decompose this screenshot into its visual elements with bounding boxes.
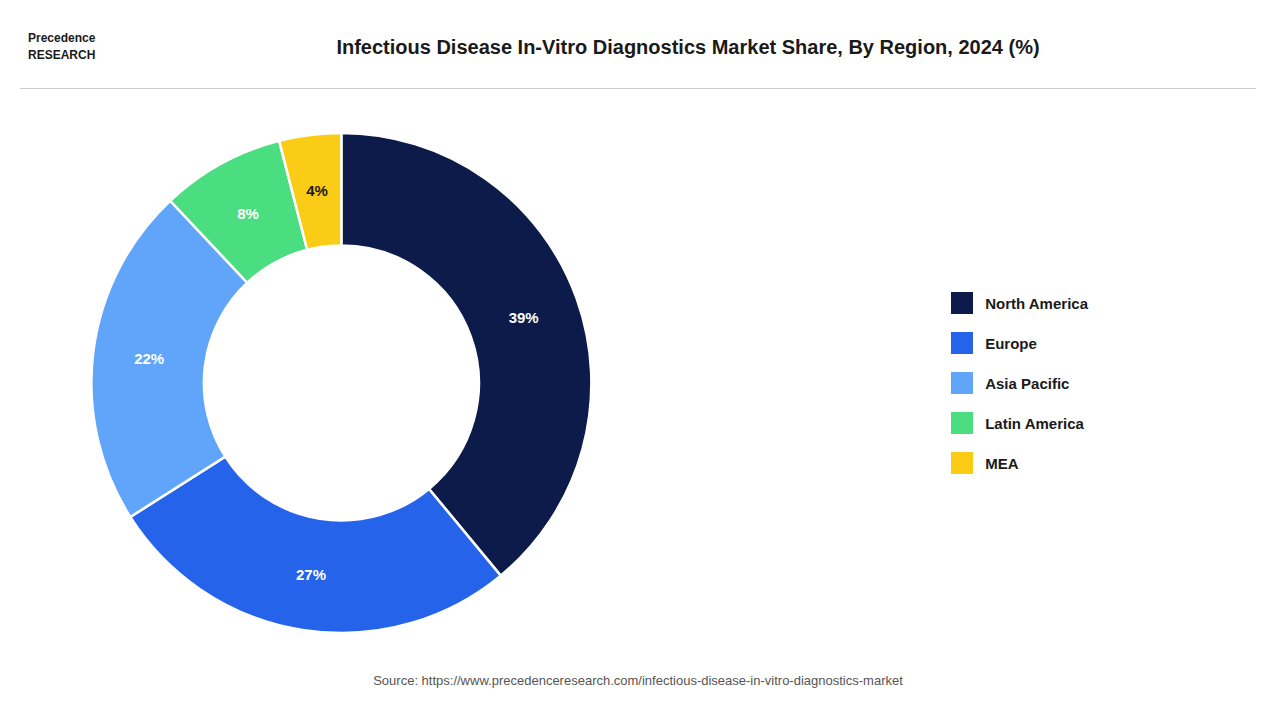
html-text:Asia Pacific: Asia Pacific	[985, 374, 1070, 392]
html-text:Europe: Europe	[985, 334, 1037, 352]
html-text:Infectious Disease In-Vitro Di: Infectious Disease In-Vitro Diagnostics …	[336, 36, 1040, 58]
svg-text:27%: 27%	[296, 566, 326, 583]
svg-text:22%: 22%	[134, 350, 164, 367]
svg-text:39%: 39%	[509, 309, 539, 326]
html-text:MEA: MEA	[985, 454, 1019, 472]
html-text:Precedence RESEARCH: Precedence RESEARCH	[28, 31, 96, 62]
html-text:Latin America: Latin America	[985, 414, 1084, 432]
svg-text:8%: 8%	[237, 205, 259, 222]
html-text:North America: North America	[985, 294, 1088, 312]
html-text:Source: https://www.precedence: Source: https://www.precedenceresearch.c…	[373, 673, 903, 688]
svg-text:4%: 4%	[306, 182, 328, 199]
